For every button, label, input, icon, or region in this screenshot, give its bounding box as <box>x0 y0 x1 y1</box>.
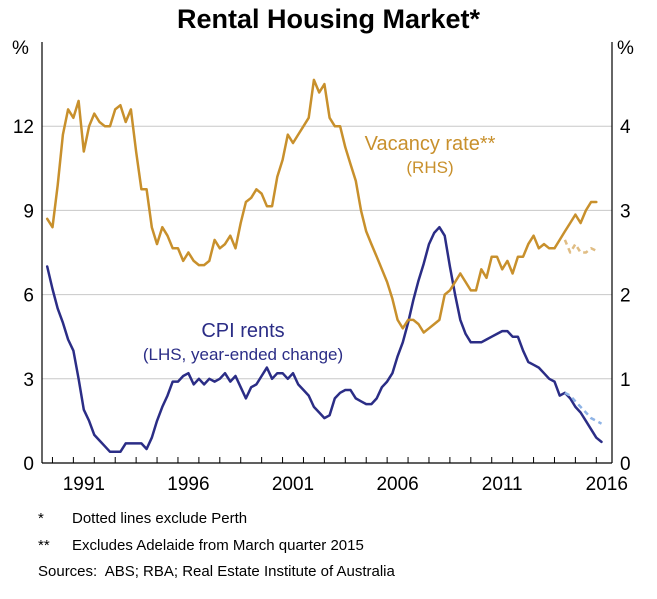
x-axis-tick-label: 2006 <box>376 474 418 495</box>
right-axis-tick-label: 4 <box>620 117 631 138</box>
x-axis-tick-label: 2001 <box>272 474 314 495</box>
footnote-adelaide: ** Excludes Adelaide from March quarter 2… <box>38 537 364 554</box>
x-axis-tick-label: 2011 <box>482 474 523 495</box>
series-layer <box>45 78 603 454</box>
footnote-dotted-lines: * Dotted lines exclude Perth <box>38 510 247 527</box>
left-axis-unit: % <box>12 38 29 59</box>
footnote-mark: ** <box>38 537 50 554</box>
left-axis-tick-label: 12 <box>13 117 34 138</box>
axes <box>41 42 613 464</box>
chart-title: Rental Housing Market* <box>176 4 481 34</box>
annotation-cpi: CPI rents <box>201 320 284 342</box>
footnote-text: Excludes Adelaide from March quarter 201… <box>72 537 364 554</box>
footnote-text: Dotted lines exclude Perth <box>72 510 248 527</box>
sources-note: Sources: ABS; RBA; Real Estate Institute… <box>38 563 395 580</box>
left-axis-tick-label: 3 <box>23 370 34 391</box>
series-line-vacancy-ex-perth <box>563 239 597 254</box>
x-axis-tick-label: 1991 <box>63 474 105 495</box>
left-axis-tick-label: 9 <box>23 201 34 222</box>
annotation-vacancy: Vacancy rate** <box>365 133 496 155</box>
right-axis-tick-label: 2 <box>620 286 631 307</box>
footnote-mark: * <box>38 510 44 527</box>
series-line-vacancy <box>45 78 598 334</box>
annotation-cpi: (LHS, year-ended change) <box>143 345 343 364</box>
gridlines <box>42 125 612 380</box>
series-line-cpi <box>45 225 603 454</box>
annotation-vacancy: (RHS) <box>406 158 453 177</box>
right-axis-tick-label: 0 <box>620 454 631 475</box>
right-axis-tick-label: 3 <box>620 201 631 222</box>
left-axis-tick-label: 6 <box>23 286 34 307</box>
right-axis-unit: % <box>617 38 634 59</box>
series-annotations: Vacancy rate** (RHS) CPI rents (LHS, year-e… <box>143 133 496 364</box>
left-axis-tick-label: 0 <box>23 454 34 475</box>
x-axis-tick-label: 1996 <box>167 474 209 495</box>
right-axis-tick-label: 1 <box>620 370 631 391</box>
x-axis-tick-label: 2016 <box>586 474 628 495</box>
